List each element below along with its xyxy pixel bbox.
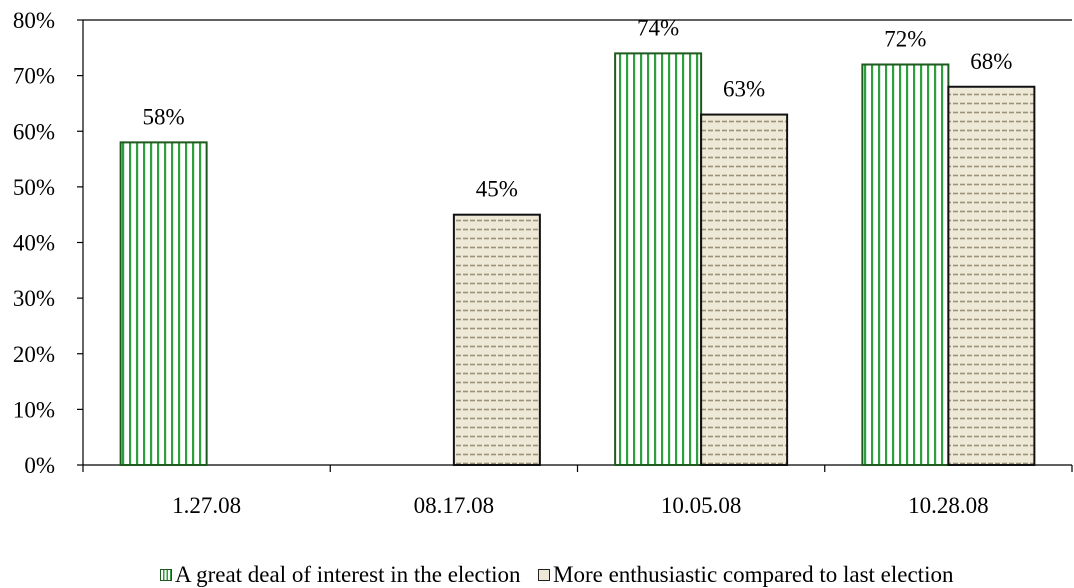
y-tick-label: 10% xyxy=(13,397,55,422)
y-tick-label: 50% xyxy=(13,175,55,200)
y-tick-label: 70% xyxy=(13,64,55,89)
legend-item-enthusiastic: More enthusiastic compared to last elect… xyxy=(538,562,953,588)
y-tick-label: 40% xyxy=(13,231,55,256)
bar-chart: 0% 10% 20% 30% 40% 50% 60% 70% 80% 1.27.08 08.17.… xyxy=(13,8,1073,518)
data-label: 63% xyxy=(723,77,765,102)
data-label: 72% xyxy=(884,27,926,52)
x-tick-label: 10.28.08 xyxy=(908,493,989,518)
data-labels: 58% 74% 72% 45% 63% 68% xyxy=(143,15,1013,201)
bars xyxy=(119,52,1036,466)
bar-enthusiastic xyxy=(700,113,789,466)
x-tick-label: 10.05.08 xyxy=(661,493,742,518)
legend-swatch-enthusiastic xyxy=(538,569,550,581)
legend: A great deal of interest in the election… xyxy=(0,562,1074,588)
y-tick-label: 60% xyxy=(13,119,55,144)
bar-interest xyxy=(614,52,703,466)
legend-swatch-interest xyxy=(160,569,172,581)
data-label: 58% xyxy=(143,104,185,129)
data-label: 45% xyxy=(476,177,518,202)
x-tick-label: 1.27.08 xyxy=(172,493,241,518)
legend-item-interest: A great deal of interest in the election xyxy=(160,562,521,588)
bar-enthusiastic xyxy=(947,85,1036,466)
data-label: 74% xyxy=(637,15,679,40)
legend-label-interest: A great deal of interest in the election xyxy=(175,562,521,587)
x-tick-label: 08.17.08 xyxy=(414,493,495,518)
bar-enthusiastic xyxy=(452,213,541,466)
y-axis: 0% 10% 20% 30% 40% 50% 60% 70% 80% xyxy=(13,8,1072,478)
y-tick-label: 20% xyxy=(13,342,55,367)
y-tick-label: 80% xyxy=(13,8,55,33)
x-axis: 1.27.08 08.17.08 10.05.08 10.28.08 xyxy=(82,464,1073,518)
data-label: 68% xyxy=(970,49,1012,74)
y-tick-label: 0% xyxy=(24,453,55,478)
bar-interest xyxy=(119,141,208,466)
legend-label-enthusiastic: More enthusiastic compared to last elect… xyxy=(553,562,954,587)
bar-interest xyxy=(861,63,950,466)
y-tick-label: 30% xyxy=(13,286,55,311)
